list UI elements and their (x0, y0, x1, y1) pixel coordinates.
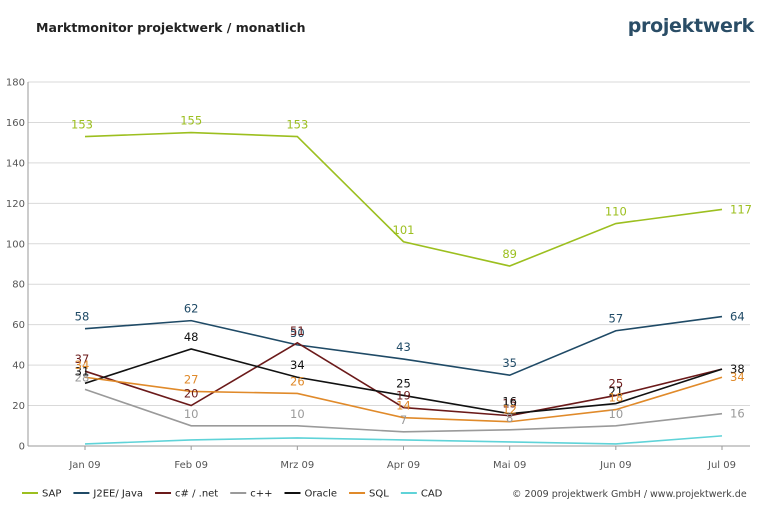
data-label: 37 (75, 352, 90, 366)
legend-entry: c++ (250, 489, 272, 500)
data-label: 34 (290, 358, 305, 372)
y-tick-label: 120 (6, 199, 25, 210)
data-label: 50 (290, 326, 305, 340)
y-tick-label: 180 (6, 78, 25, 89)
series-line (84, 315, 723, 377)
x-tick-label: Mrz 09 (280, 460, 314, 471)
data-label: 14 (396, 399, 411, 413)
y-tick-label: 20 (12, 401, 25, 412)
data-label: 28 (75, 370, 90, 384)
brand-logo: projektwerk (627, 15, 755, 37)
data-label: 12 (502, 403, 517, 417)
data-label: 34 (730, 370, 745, 384)
y-tick-label: 0 (19, 442, 25, 453)
series-layer (84, 131, 723, 445)
data-label: 31 (75, 364, 90, 378)
data-label: 15 (502, 397, 517, 411)
data-label: 38 (730, 362, 745, 376)
data-label: 21 (609, 385, 624, 399)
data-label: 62 (184, 302, 199, 316)
y-tick-label: 140 (6, 158, 25, 169)
data-label: 155 (180, 114, 202, 128)
data-label: 58 (75, 310, 90, 324)
data-label: 16 (502, 395, 517, 409)
data-label: 20 (184, 387, 199, 401)
data-label: 57 (609, 312, 624, 326)
data-label: 153 (71, 118, 93, 132)
legend-entry: J2EE/ Java (92, 489, 143, 500)
data-label: 110 (605, 205, 627, 219)
data-label: 10 (290, 407, 305, 421)
copyright-text: © 2009 projektwerk GmbH / www.projektwer… (512, 489, 747, 500)
data-label: 51 (290, 324, 305, 338)
legend-entry: SQL (369, 489, 389, 500)
y-tick-label: 60 (12, 320, 25, 331)
data-label: 64 (730, 310, 745, 324)
data-label: 26 (290, 374, 305, 388)
data-label: 43 (396, 340, 411, 354)
data-label: 25 (396, 376, 411, 390)
data-label: 48 (184, 330, 199, 344)
y-tick-label: 100 (6, 239, 25, 250)
axis-layer: 0 20 40 60 80 100 120 140 160 180 Jan 09 Feb 09 Mrz … (6, 78, 750, 471)
legend: SAP J2EE/ Java c# / .net c++ Oracle SQL CAD (22, 489, 443, 500)
legend-entry: Oracle (305, 489, 338, 500)
series-line (84, 131, 723, 267)
legend-entry: CAD (421, 489, 443, 500)
series-line (84, 341, 723, 417)
x-tick-label: Jan 09 (68, 460, 100, 471)
x-tick-label: Mai 09 (493, 460, 526, 471)
data-label: 153 (286, 118, 308, 132)
x-tick-label: Jul 09 (707, 460, 736, 471)
series-line (84, 388, 723, 433)
data-label: 7 (400, 413, 407, 427)
chart-title: Marktmonitor projektwerk / monatlich (36, 20, 306, 35)
y-tick-label: 80 (12, 280, 25, 291)
series-line (84, 376, 723, 423)
legend-entry: c# / .net (175, 489, 218, 500)
data-label: 10 (609, 407, 624, 421)
series-line (84, 435, 723, 445)
data-label: 89 (502, 247, 517, 261)
x-tick-label: Jun 09 (599, 460, 632, 471)
data-label: 8 (506, 411, 513, 425)
data-label: 10 (184, 407, 199, 421)
y-tick-label: 40 (12, 361, 25, 372)
data-label: 35 (502, 356, 517, 370)
grid-layer (28, 81, 750, 447)
data-label: 16 (730, 407, 745, 421)
data-label-layer: 153 155 153 101 89 110 117 58 62 50 43 35 57 64 37 20 51… (71, 114, 752, 427)
y-tick-label: 160 (6, 118, 25, 129)
data-label: 117 (730, 202, 752, 216)
data-label: 19 (396, 389, 411, 403)
data-label: 18 (609, 391, 624, 405)
data-label: 25 (609, 376, 624, 390)
x-tick-label: Feb 09 (174, 460, 208, 471)
data-label: 34 (75, 358, 90, 372)
data-label: 101 (393, 223, 415, 237)
series-line (84, 348, 723, 415)
x-tick-label: Apr 09 (387, 460, 420, 471)
legend-entry: SAP (42, 489, 61, 500)
data-label: 27 (184, 372, 199, 386)
